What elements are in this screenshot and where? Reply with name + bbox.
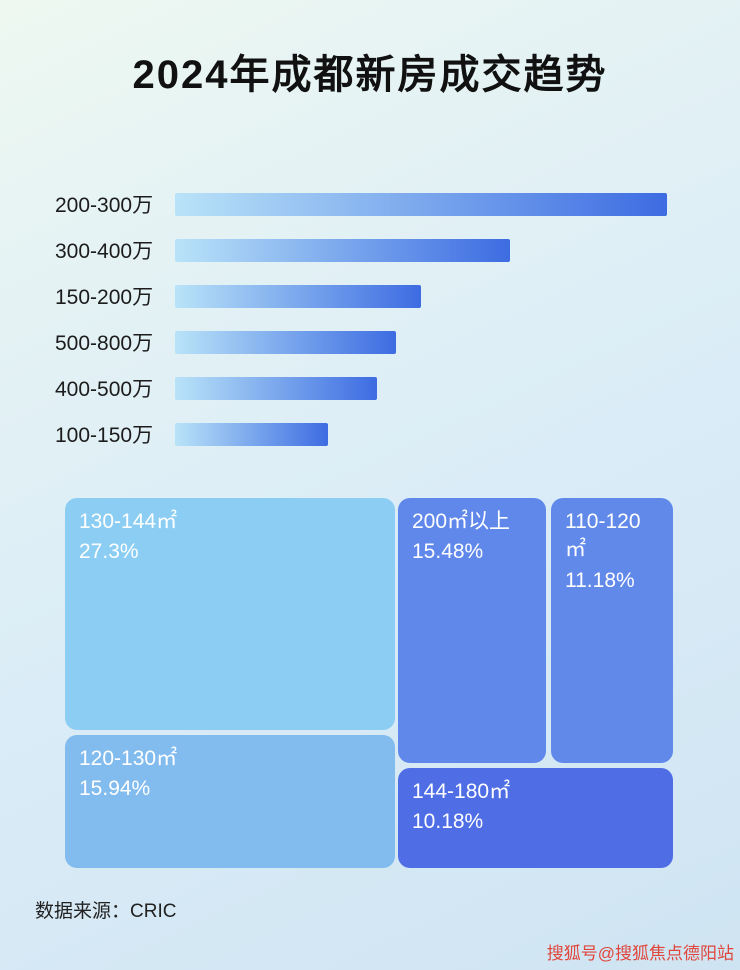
bar-track — [175, 284, 667, 308]
bar-category-label: 100-150万 — [55, 424, 154, 447]
page-title: 2024年成都新房成交趋势 — [132, 53, 608, 97]
bar-track — [175, 330, 667, 354]
treemap-block-120-130: 120-130㎡ 15.94% — [65, 735, 395, 868]
bar — [175, 376, 377, 400]
bar-track — [175, 238, 667, 262]
bar-row: 300-400万 — [55, 238, 740, 263]
bar-row: 200-300万 — [55, 192, 740, 217]
bar-row: 150-200万 — [55, 284, 740, 309]
bar-track — [175, 192, 667, 216]
treemap-block-label: 144-180㎡ — [412, 780, 511, 803]
bar-row: 100-150万 — [55, 422, 740, 447]
bar — [175, 330, 397, 354]
bar — [175, 238, 510, 262]
treemap-block-200-plus: 200㎡以上 15.48% — [398, 498, 546, 763]
bar — [175, 422, 328, 446]
bar-track — [175, 376, 667, 400]
bar-category-label: 150-200万 — [55, 286, 154, 309]
treemap-block-value: 15.48% — [412, 540, 484, 564]
bar-row: 400-500万 — [55, 376, 740, 401]
treemap-block-label: 130-144㎡ — [79, 510, 178, 533]
bar-category-label: 200-300万 — [55, 194, 154, 217]
bar-category-label: 500-800万 — [55, 332, 154, 355]
bar-category-label: 400-500万 — [55, 378, 154, 401]
bar-track — [175, 422, 667, 446]
watermark-text: 搜狐号@搜狐焦点德阳站 — [546, 944, 734, 963]
treemap-block-144-180: 144-180㎡ 10.18% — [398, 768, 673, 868]
treemap-block-label: 110-120㎡ — [565, 510, 641, 562]
bar — [175, 284, 421, 308]
treemap-chart: 130-144㎡ 27.3% 120-130㎡ 15.94% 200㎡以上 15… — [65, 498, 673, 868]
bar-category-label: 300-400万 — [55, 240, 154, 263]
treemap-block-value: 15.94% — [79, 777, 151, 801]
treemap-block-label: 120-130㎡ — [79, 747, 178, 770]
treemap-block-value: 27.3% — [79, 540, 139, 564]
treemap-block-value: 11.18% — [565, 568, 635, 592]
data-source-label: 数据来源：CRIC — [35, 901, 177, 922]
treemap-block-110-120: 110-120㎡ 11.18% — [551, 498, 673, 763]
bar — [175, 192, 667, 216]
treemap-block-label: 200㎡以上 — [412, 510, 511, 533]
treemap-block-130-144: 130-144㎡ 27.3% — [65, 498, 395, 730]
treemap-block-value: 10.18% — [412, 810, 484, 834]
bar-row: 500-800万 — [55, 330, 740, 355]
bar-chart: 200-300万 300-400万 150-200万 500-800万 400-… — [55, 192, 740, 447]
